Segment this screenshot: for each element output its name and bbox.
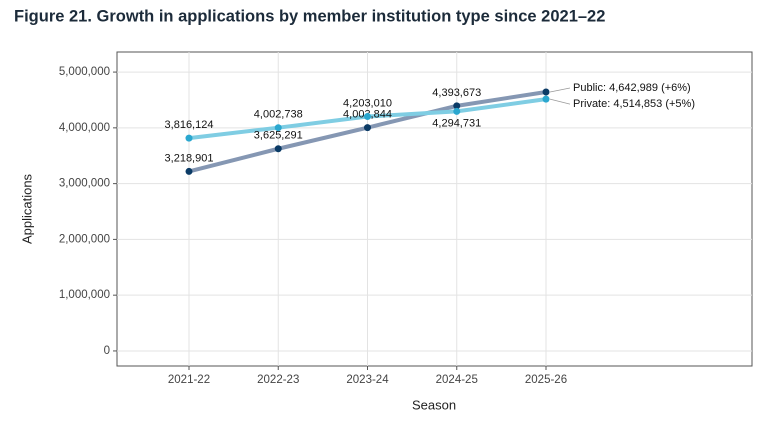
data-point <box>364 124 371 132</box>
x-tick-label: 2023-24 <box>346 374 389 386</box>
leader-line <box>549 87 571 93</box>
data-point <box>542 95 550 103</box>
end-label: Public: 4,642,989 (+6%) <box>573 82 691 94</box>
data-point <box>274 145 282 153</box>
leader-line <box>549 98 571 105</box>
y-tick-label: 3,000,000 <box>59 178 110 190</box>
data-point <box>364 113 371 121</box>
end-label: Private: 4,514,853 (+5%) <box>573 98 695 110</box>
x-tick-label: 2024-25 <box>436 374 478 386</box>
y-tick-label: 1,000,000 <box>59 289 110 301</box>
data-label: 4,002,738 <box>254 109 303 121</box>
y-tick-label: 5,000,000 <box>59 66 110 78</box>
x-axis-title: Season <box>412 397 456 412</box>
x-tick-label: 2025-26 <box>525 374 567 386</box>
data-point <box>274 124 282 132</box>
y-tick-label: 0 <box>104 345 110 357</box>
data-label: 3,625,291 <box>254 130 303 142</box>
x-tick-label: 2022-23 <box>257 374 299 386</box>
y-axis-title: Applications <box>19 173 34 244</box>
data-point <box>453 107 461 115</box>
data-label: 3,816,124 <box>165 119 214 131</box>
data-point <box>185 167 193 175</box>
plot-panel <box>116 51 753 367</box>
data-label: 3,218,901 <box>165 152 214 164</box>
data-label: 4,294,731 <box>432 117 481 129</box>
data-label: 4,393,673 <box>432 87 481 99</box>
y-tick-label: 4,000,000 <box>59 122 110 134</box>
y-tick-label: 2,000,000 <box>59 233 110 245</box>
data-point <box>185 134 193 142</box>
x-tick-label: 2021-22 <box>168 374 210 386</box>
chart-title: Figure 21. Growth in applications by mem… <box>14 7 605 25</box>
data-point <box>542 88 550 96</box>
data-label: 4,203,010 <box>343 97 392 109</box>
data-point <box>453 102 461 110</box>
